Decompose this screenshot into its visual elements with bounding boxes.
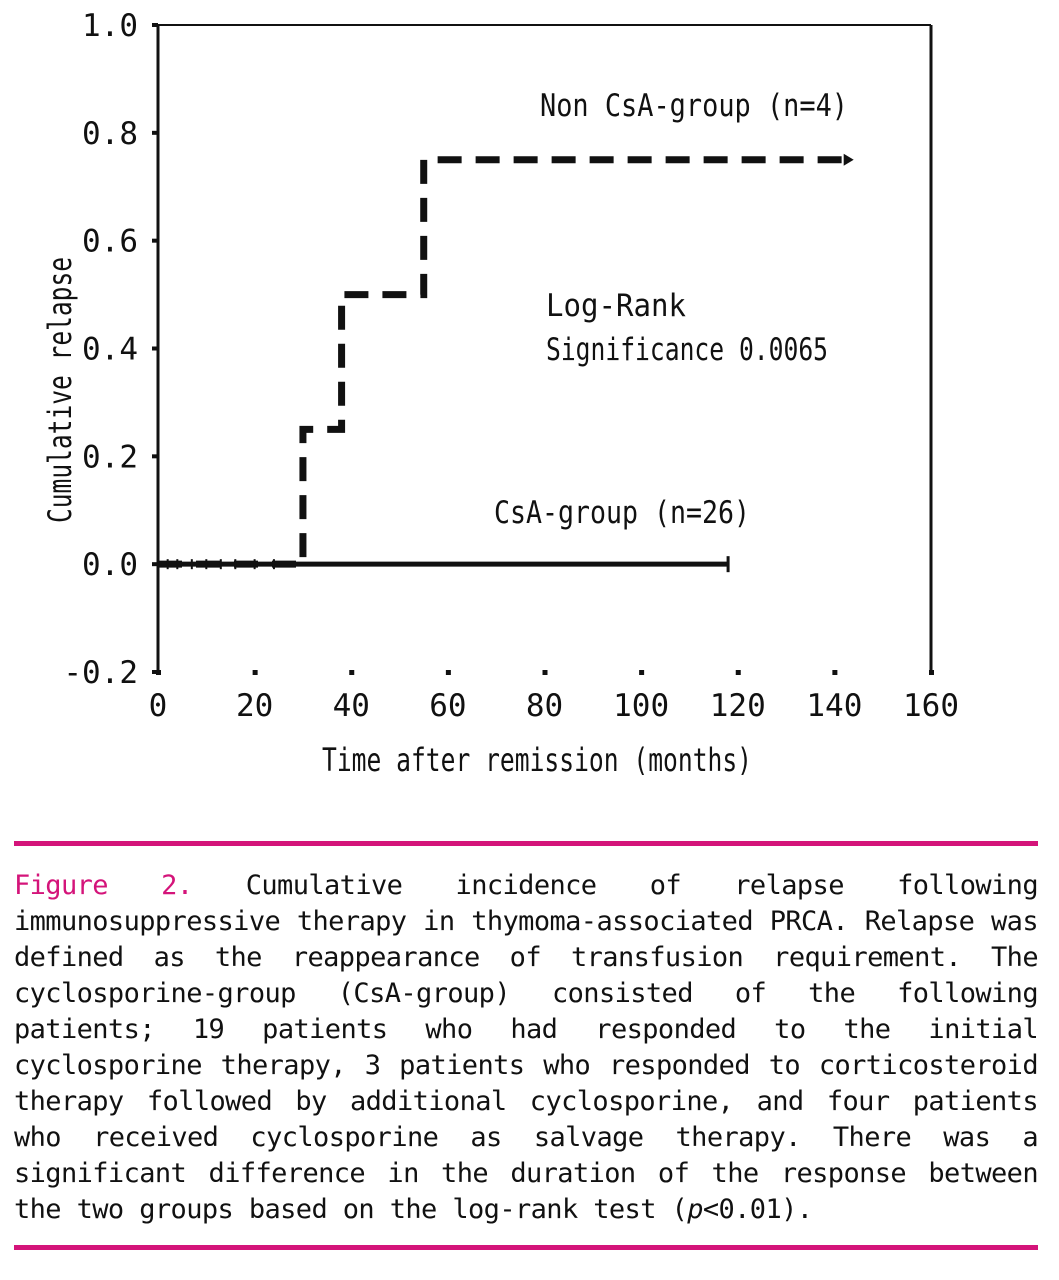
y-tick-label: -0.2 — [63, 655, 138, 691]
x-tick-label: 80 — [526, 688, 563, 724]
annotation-significance: Significance 0.0065 — [546, 332, 828, 368]
x-tick-label: 160 — [903, 688, 959, 724]
figure-label: Figure 2. — [14, 870, 193, 901]
y-tick-label: 0.8 — [82, 116, 138, 152]
x-tick-mark — [542, 670, 548, 675]
x-tick-mark — [735, 670, 741, 675]
x-tick-mark — [349, 670, 355, 675]
x-tick-label: 40 — [333, 688, 370, 724]
top-rule — [14, 841, 1038, 846]
x-axis-label: Time after remission (months) — [322, 741, 752, 779]
x-tick-label: 20 — [236, 688, 273, 724]
bottom-rule — [14, 1245, 1038, 1250]
y-tick-label: 0.0 — [82, 547, 138, 583]
series-end-marker — [843, 153, 854, 166]
p-symbol: p — [687, 1194, 703, 1225]
y-tick-label: 1.0 — [82, 8, 138, 44]
x-tick-label: 0 — [149, 688, 168, 724]
non-csa-series-line — [158, 156, 854, 568]
caption-text: Cumulative incidence of relapse followin… — [14, 870, 1039, 1225]
x-tick-mark — [929, 670, 934, 675]
series-layer — [158, 153, 854, 573]
x-tick-mark — [639, 670, 645, 675]
caption-text-end: <0.01). — [702, 1194, 813, 1225]
legend-non-csa: Non CsA-group (n=4) — [540, 88, 848, 124]
x-tick-mark — [252, 670, 258, 675]
annotation-log-rank: Log-Rank — [546, 288, 686, 324]
chart: 0 20 40 60 80 100 120 140 160 -0.2 0.0 0.2 0.4 0.6 0.… — [41, 8, 959, 779]
figure-caption: Figure 2. Cumulative incidence of relaps… — [14, 868, 1039, 1228]
x-tick-label: 120 — [710, 688, 766, 724]
y-tick-label: 0.6 — [82, 224, 138, 260]
y-tick-label: 0.4 — [82, 332, 138, 368]
x-tick-mark — [156, 670, 161, 675]
legend-csa: CsA-group (n=26) — [494, 495, 750, 531]
x-tick-label: 100 — [613, 688, 669, 724]
x-axis-ticks: 0 20 40 60 80 100 120 140 160 — [149, 670, 959, 724]
x-tick-label: 60 — [429, 688, 466, 724]
y-axis-ticks: -0.2 0.0 0.2 0.4 0.6 0.8 1.0 — [63, 8, 158, 691]
y-tick-label: 0.2 — [82, 439, 138, 475]
y-axis-label: Cumulative relapse — [41, 257, 79, 523]
x-tick-label: 140 — [806, 688, 862, 724]
x-tick-mark — [445, 670, 451, 675]
x-tick-mark — [832, 670, 838, 675]
